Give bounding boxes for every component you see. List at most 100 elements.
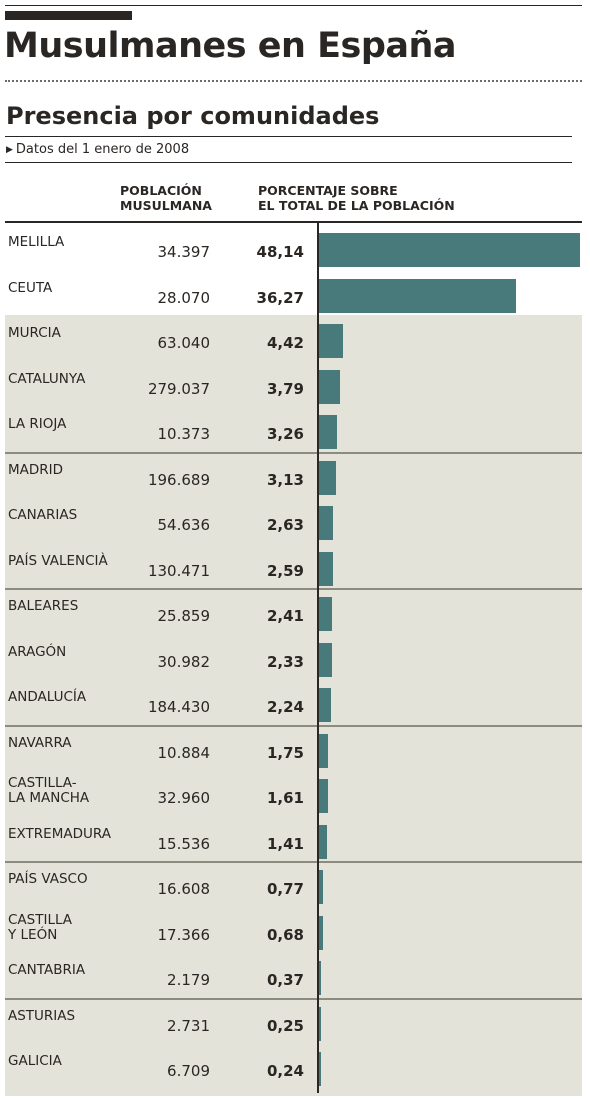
population-value: 6.709 — [167, 1062, 210, 1080]
title-divider — [5, 80, 582, 82]
bar — [319, 506, 334, 540]
header-rule — [5, 221, 582, 223]
bar — [319, 460, 336, 495]
bar — [319, 551, 334, 586]
percentage-value: 1,75 — [266, 743, 304, 762]
population-value: 2.731 — [167, 1016, 210, 1035]
region-label: CEUTA — [8, 279, 53, 296]
percentage-value: 3,26 — [266, 425, 304, 443]
region-label: MELILLA — [8, 234, 65, 250]
population-value: 15.536 — [157, 834, 211, 853]
bar — [319, 1052, 321, 1086]
percentage-value: 2,24 — [266, 698, 304, 716]
table-row: CANTABRIA 2.179 0,37 — [0, 954, 590, 999]
table-row: BALEARES 25.859 2,41 — [0, 590, 590, 635]
region-label: ARAGÓN — [8, 643, 67, 660]
table-background-band — [5, 315, 582, 1096]
percentage-value: 3,79 — [266, 379, 304, 398]
table-row: NAVARRA 10.884 1,75 — [0, 727, 590, 772]
date-note-text: Datos del 1 enero de 2008 — [15, 142, 190, 157]
percentage-value: 48,14 — [256, 243, 304, 261]
bar — [319, 278, 516, 313]
population-value: 10.884 — [157, 743, 211, 762]
date-note: ▶ Datos del 1 enero de 2008 — [6, 142, 189, 157]
region-label: NAVARRA — [8, 734, 72, 751]
region-label: CATALUNYA — [8, 370, 86, 387]
percentage-value: 0,68 — [266, 925, 304, 944]
region-label: CASTILLA Y LEÓN — [8, 911, 73, 943]
population-header-line: MUSULMANA — [120, 198, 212, 213]
table-row: CASTILLA Y LEÓN 17.366 0,68 — [0, 909, 590, 954]
chart-subtitle: Presencia por comunidades — [6, 102, 380, 130]
bar — [319, 369, 340, 404]
triangle-icon: ▶ — [6, 145, 13, 155]
population-value: 279.037 — [147, 379, 210, 398]
population-value: 130.471 — [147, 561, 210, 580]
table-row: PAÍS VALENCIÀ 130.471 2,59 — [0, 545, 590, 590]
title-accent-bar — [5, 11, 132, 20]
population-value: 25.859 — [157, 607, 211, 625]
bar — [319, 597, 333, 631]
table-row: GALICIA 6.709 0,24 — [0, 1045, 590, 1090]
region-label: CASTILLA- LA MANCHA — [8, 775, 90, 806]
bar — [319, 779, 328, 813]
bar — [319, 415, 337, 449]
region-label: CANTABRIA — [8, 962, 86, 978]
region-label: MURCIA — [8, 325, 61, 341]
population-column-header: POBLACIÓN MUSULMANA — [120, 183, 212, 213]
population-value: 2.179 — [167, 971, 210, 989]
table-row: MADRID 196.689 3,13 — [0, 454, 590, 499]
percentage-value: 2,33 — [266, 652, 304, 671]
percentage-value: 4,42 — [266, 334, 304, 352]
page-title: Musulmanes en España — [4, 26, 457, 66]
table-row: ARAGÓN 30.982 2,33 — [0, 636, 590, 681]
population-value: 196.689 — [147, 470, 210, 489]
bar — [319, 233, 580, 267]
region-label: BALEARES — [8, 598, 79, 614]
bar — [319, 324, 343, 358]
subtitle-rule — [5, 136, 572, 137]
percentage-column-header: PORCENTAJE SOBRE EL TOTAL DE LA POBLACIÓ… — [258, 183, 455, 213]
group-separator — [5, 861, 582, 863]
population-header-line: POBLACIÓN — [120, 183, 202, 198]
population-value: 34.397 — [157, 243, 211, 261]
percentage-value: 2,41 — [266, 607, 304, 625]
percentage-value: 2,63 — [266, 516, 304, 534]
percentage-header-line: EL TOTAL DE LA POBLACIÓN — [258, 198, 455, 213]
bar — [319, 915, 323, 950]
population-value: 63.040 — [157, 334, 211, 352]
region-label: PAÍS VASCO — [8, 871, 88, 887]
bar — [319, 1006, 321, 1041]
group-separator — [5, 997, 582, 1000]
region-label: CANARIAS — [8, 507, 78, 523]
percentage-value: 1,41 — [266, 834, 304, 853]
region-label: PAÍS VALENCIÀ — [8, 552, 108, 569]
group-separator — [5, 588, 582, 590]
percentage-value: 1,61 — [266, 789, 304, 807]
population-value: 16.608 — [157, 880, 211, 898]
table-row: ANDALUCÍA 184.430 2,24 — [0, 681, 590, 726]
bar-axis-line — [317, 223, 319, 1093]
percentage-value: 0,37 — [266, 971, 304, 989]
population-value: 17.366 — [157, 925, 211, 944]
percentage-value: 0,24 — [266, 1062, 304, 1080]
region-label: LA RIOJA — [8, 416, 67, 432]
bar — [319, 733, 329, 768]
percentage-value: 2,59 — [266, 561, 304, 580]
region-label: ANDALUCÍA — [8, 689, 87, 705]
table-row: CASTILLA- LA MANCHA 32.960 1,61 — [0, 772, 590, 817]
percentage-value: 36,27 — [256, 288, 304, 307]
percentage-header-line: PORCENTAJE SOBRE — [258, 183, 398, 198]
population-value: 28.070 — [157, 288, 211, 307]
table-row: CANARIAS 54.636 2,63 — [0, 499, 590, 544]
percentage-value: 0,77 — [266, 880, 304, 898]
table-row: EXTREMADURA 15.536 1,41 — [0, 818, 590, 863]
table-row: ASTURIAS 2.731 0,25 — [0, 1000, 590, 1045]
region-label: MADRID — [8, 461, 64, 478]
population-value: 10.373 — [157, 425, 211, 443]
group-separator — [5, 451, 582, 454]
top-rule — [5, 5, 582, 6]
population-value: 54.636 — [157, 516, 211, 534]
table-row: CATALUNYA 279.037 3,79 — [0, 363, 590, 408]
bar — [319, 642, 332, 677]
